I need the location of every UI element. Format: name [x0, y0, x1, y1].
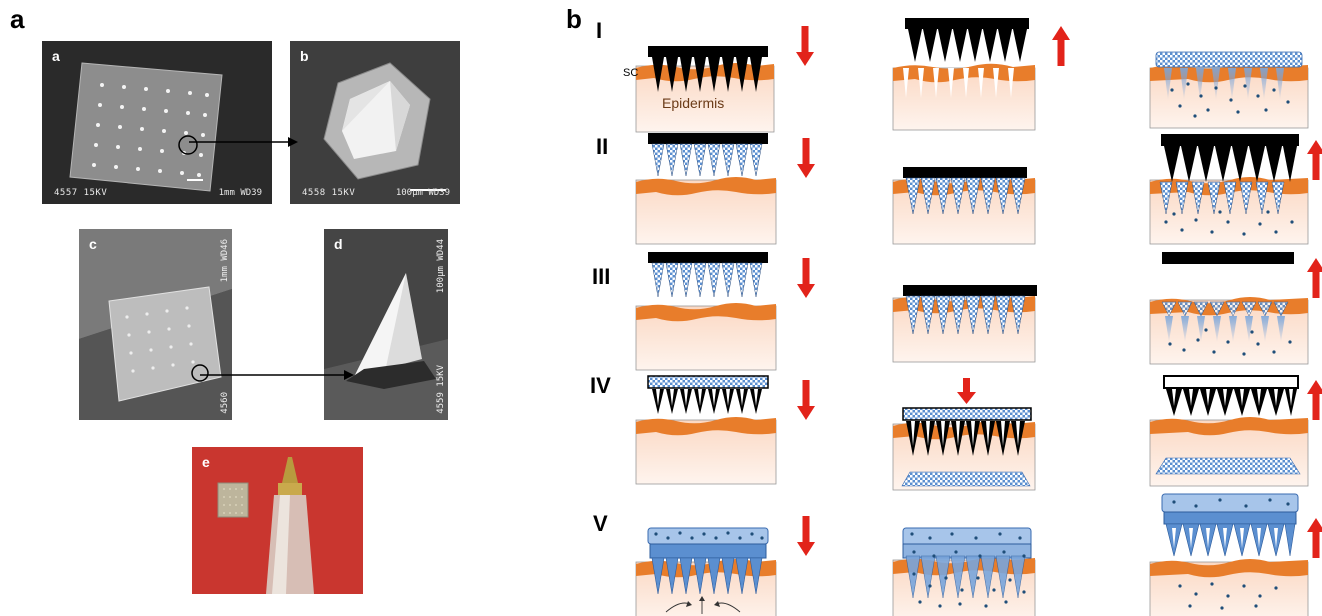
- array-next-to-pen-photo: [217, 457, 314, 594]
- row-V-remove: [1149, 493, 1322, 616]
- row-I-insert: SC Epidermis: [623, 26, 814, 133]
- row-III-inserted: [892, 285, 1037, 363]
- row-IV-remove: [1149, 375, 1322, 487]
- microneedle-array-tilted-view: [79, 229, 232, 420]
- single-microneedle-side-view: [324, 229, 448, 420]
- row-II-insert: [635, 133, 815, 245]
- row-III-dissolved: [1149, 252, 1322, 365]
- zoom-arrow-c-to-d: [200, 370, 354, 380]
- row-I-drug-patch: [1149, 51, 1309, 129]
- sem-footer-a-right: 1mm WD39: [218, 188, 262, 198]
- row-label-V: V: [593, 511, 608, 536]
- panel-b-letter: b: [566, 4, 582, 34]
- row-IV-inserted: [892, 378, 1036, 491]
- sem-side-text-c: 1mm WD46: [220, 239, 230, 283]
- row-IV-insert: [635, 375, 815, 485]
- row-label-II: II: [596, 134, 609, 159]
- zoom-arrow-a-to-b: [189, 137, 298, 147]
- sc-label: SC: [623, 67, 638, 79]
- sem-image-a: a 4557 15KV 1mm WD39: [42, 41, 272, 204]
- sem-side-text-d: 100μm WD44: [436, 239, 446, 294]
- row-III-insert: [635, 252, 815, 371]
- row-II-remove: [1149, 134, 1322, 245]
- panel-a-letter: a: [10, 4, 25, 34]
- sem-footer-d: 4559 15KV: [436, 365, 446, 414]
- sem-footer-b-left: 4558 15KV: [302, 188, 356, 198]
- photo-label-e: e: [202, 454, 210, 470]
- row-I-remove: [892, 18, 1070, 131]
- row-label-I: I: [596, 18, 603, 43]
- sem-footer-b-right: 100μm WD39: [395, 188, 450, 198]
- sem-label-b: b: [300, 48, 309, 64]
- epidermis-label: Epidermis: [662, 95, 724, 111]
- sem-label-d: d: [334, 236, 343, 252]
- row-label-III: III: [592, 264, 611, 289]
- sem-footer-a-left: 4557 15KV: [54, 188, 108, 198]
- row-II-inserted: [892, 167, 1036, 245]
- row-label-IV: IV: [590, 373, 611, 398]
- sem-image-c: c 1mm WD46 4560: [79, 229, 232, 420]
- microneedle-array-top-view: [69, 62, 223, 192]
- sem-label-c: c: [89, 236, 97, 252]
- sem-image-b: b 4558 15KV 100μm WD39: [290, 41, 460, 204]
- sem-footer-c: 4560: [220, 392, 230, 414]
- row-V-insert: [635, 516, 815, 616]
- single-microneedle-top-view: [323, 62, 446, 191]
- row-V-inserted: [892, 527, 1036, 616]
- sem-image-d: d 100μm WD44 4559 15KV: [324, 229, 448, 420]
- photo-image-e: e: [192, 447, 363, 594]
- sem-label-a: a: [52, 48, 60, 64]
